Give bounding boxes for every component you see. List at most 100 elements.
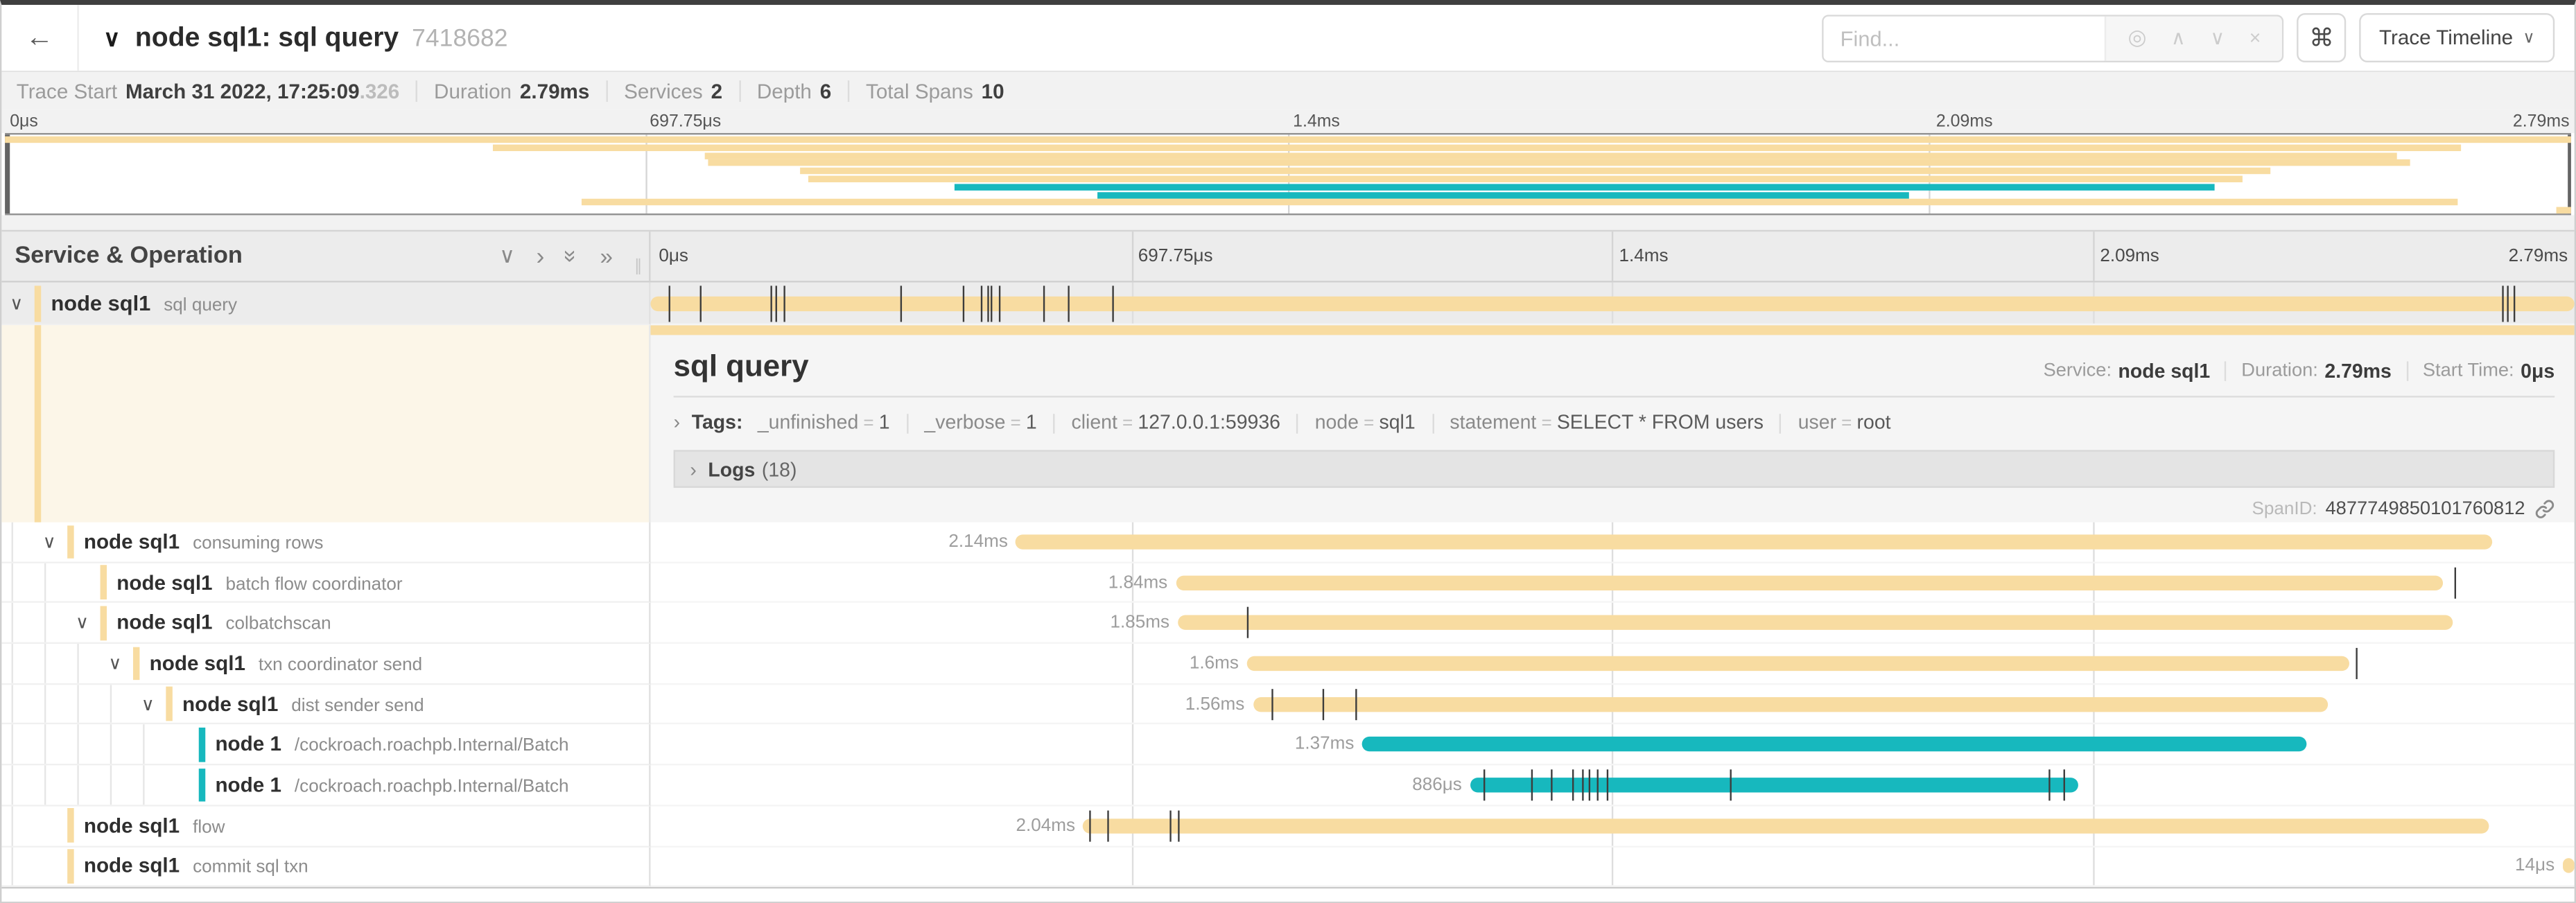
span-name-cell[interactable]: node 1/cockroach.roachpb.Internal/Batch — [1, 725, 651, 766]
span-name-cell[interactable]: ∨ node sql1 dist sender send — [1, 684, 651, 726]
log-marker[interactable] — [1572, 769, 1574, 801]
keyboard-shortcuts-button[interactable]: ⌘ — [2297, 12, 2347, 63]
chevron-down-icon[interactable]: ∨ — [42, 532, 56, 553]
span-timeline-cell[interactable] — [650, 282, 2575, 326]
span-timeline-cell[interactable]: 1.37ms — [650, 725, 2575, 766]
span-name-cell[interactable]: node sql1 commit sql txn — [1, 846, 651, 888]
log-marker[interactable] — [1177, 809, 1180, 841]
span-bar[interactable] — [650, 295, 2575, 310]
span-bar[interactable] — [1253, 696, 2329, 712]
span-bar[interactable] — [1362, 737, 2307, 752]
span-name-cell[interactable]: ∨ node sql1 sql query — [1, 282, 651, 326]
log-marker[interactable] — [1483, 769, 1486, 801]
span-row[interactable]: node sql1 batch flow coordinator 1.84ms — [1, 563, 2575, 604]
span-timeline-cell[interactable]: 14μs — [650, 846, 2575, 888]
column-resize-handle[interactable]: ∥ — [634, 258, 643, 277]
log-marker[interactable] — [981, 285, 984, 322]
span-timeline-cell[interactable]: 1.56ms — [650, 684, 2575, 726]
log-marker[interactable] — [1271, 688, 1274, 720]
log-marker[interactable] — [2062, 769, 2064, 801]
log-marker[interactable] — [1589, 769, 1592, 801]
expand-all-icon[interactable]: » — [600, 243, 613, 270]
span-timeline-cell[interactable]: 1.85ms — [650, 603, 2575, 645]
tag-item[interactable]: _verbose = 1 — [924, 410, 1036, 433]
span-row[interactable]: node 1/cockroach.roachpb.Internal/Batch 8… — [1, 765, 2575, 807]
log-marker[interactable] — [998, 285, 1001, 322]
tags-row[interactable]: › Tags: _unfinished = 1 _verbose = 1 client = 12… — [674, 401, 2555, 444]
span-bar[interactable] — [1016, 534, 2492, 550]
span-bar[interactable] — [1177, 615, 2453, 631]
log-marker[interactable] — [1106, 809, 1108, 841]
log-marker[interactable] — [1246, 607, 1249, 639]
log-marker[interactable] — [1112, 285, 1114, 322]
copy-link-icon[interactable] — [2535, 499, 2555, 518]
tag-item[interactable]: node = sql1 — [1315, 410, 1416, 433]
span-bar[interactable] — [1083, 818, 2490, 833]
trace-view-selector[interactable]: Trace Timeline ∨ — [2359, 12, 2555, 63]
log-marker[interactable] — [2501, 285, 2503, 322]
log-marker[interactable] — [783, 285, 785, 322]
span-bar[interactable] — [1470, 778, 2078, 793]
log-marker[interactable] — [1169, 809, 1172, 841]
span-bar[interactable] — [2562, 859, 2575, 874]
span-bar[interactable] — [1246, 656, 2349, 671]
clear-search-icon[interactable]: × — [2249, 26, 2261, 50]
tag-item[interactable]: user = root — [1798, 410, 1891, 433]
log-marker[interactable] — [769, 285, 772, 322]
log-marker[interactable] — [962, 285, 964, 322]
trace-minimap[interactable] — [5, 132, 2571, 216]
span-row[interactable]: ∨ node sql1 consuming rows 2.14ms — [1, 522, 2575, 563]
logs-row[interactable]: › Logs (18) — [673, 450, 2555, 488]
log-marker[interactable] — [1068, 285, 1070, 322]
collapse-trace-icon[interactable]: ∨ — [103, 24, 121, 51]
span-row[interactable]: ∨ node sql1 dist sender send 1.56ms — [1, 684, 2575, 726]
span-row[interactable]: node 1/cockroach.roachpb.Internal/Batch 1… — [1, 725, 2575, 766]
log-marker[interactable] — [1730, 769, 1732, 801]
log-marker[interactable] — [1606, 769, 1609, 801]
log-marker[interactable] — [668, 285, 670, 322]
span-name-cell[interactable]: ∨ node sql1 txn coordinator send — [1, 644, 651, 685]
span-row[interactable]: ∨ node sql1 colbatchscan 1.85ms — [1, 603, 2575, 645]
tag-item[interactable]: _unfinished = 1 — [758, 410, 890, 433]
minimap-left-handle[interactable] — [5, 134, 10, 214]
chevron-down-icon[interactable]: ∨ — [141, 694, 155, 715]
back-button[interactable]: ← — [1, 5, 79, 71]
chevron-down-icon[interactable]: ∨ — [76, 613, 89, 634]
log-marker[interactable] — [1089, 809, 1091, 841]
log-marker[interactable] — [991, 285, 993, 322]
span-name-cell[interactable]: ∨ node sql1 consuming rows — [1, 522, 651, 563]
chevron-down-icon[interactable]: ∨ — [108, 654, 122, 674]
log-marker[interactable] — [1321, 688, 1324, 720]
span-row[interactable]: node sql1 flow 2.04ms — [1, 806, 2575, 847]
log-marker[interactable] — [1596, 769, 1599, 801]
collapse-all-icon[interactable]: » — [559, 249, 586, 263]
log-marker[interactable] — [2355, 647, 2357, 679]
tag-item[interactable]: client = 127.0.0.1:59936 — [1072, 410, 1280, 433]
find-input[interactable] — [1823, 15, 2105, 60]
span-name-cell[interactable]: ∨ node sql1 colbatchscan — [1, 603, 651, 645]
chevron-down-icon[interactable]: ∨ — [10, 294, 24, 314]
span-row[interactable]: ∨ node sql1 sql query — [1, 282, 2575, 326]
span-name-cell[interactable]: node sql1 flow — [1, 806, 651, 847]
span-timeline-cell[interactable]: 2.14ms — [650, 522, 2575, 563]
log-marker[interactable] — [1581, 769, 1583, 801]
log-marker[interactable] — [2507, 285, 2509, 322]
tag-item[interactable]: statement = SELECT * FROM users — [1450, 410, 1764, 433]
log-marker[interactable] — [900, 285, 903, 322]
focus-match-icon[interactable]: ◎ — [2127, 24, 2147, 50]
span-row[interactable]: node sql1 commit sql txn 14μs — [1, 846, 2575, 888]
log-marker[interactable] — [1355, 688, 1357, 720]
log-marker[interactable] — [2512, 285, 2515, 322]
span-timeline-cell[interactable]: 1.84ms — [650, 563, 2575, 604]
span-name-cell[interactable]: node 1/cockroach.roachpb.Internal/Batch — [1, 765, 651, 807]
span-timeline-cell[interactable]: 886μs — [650, 765, 2575, 807]
log-marker[interactable] — [775, 285, 778, 322]
expand-one-icon[interactable]: › — [536, 242, 545, 270]
log-marker[interactable] — [2049, 769, 2051, 801]
log-marker[interactable] — [1551, 769, 1553, 801]
span-name-cell[interactable]: node sql1 batch flow coordinator — [1, 563, 651, 604]
log-marker[interactable] — [987, 285, 989, 322]
span-bar[interactable] — [1176, 575, 2444, 590]
span-timeline-cell[interactable]: 1.6ms — [650, 644, 2575, 685]
log-marker[interactable] — [1531, 769, 1533, 801]
